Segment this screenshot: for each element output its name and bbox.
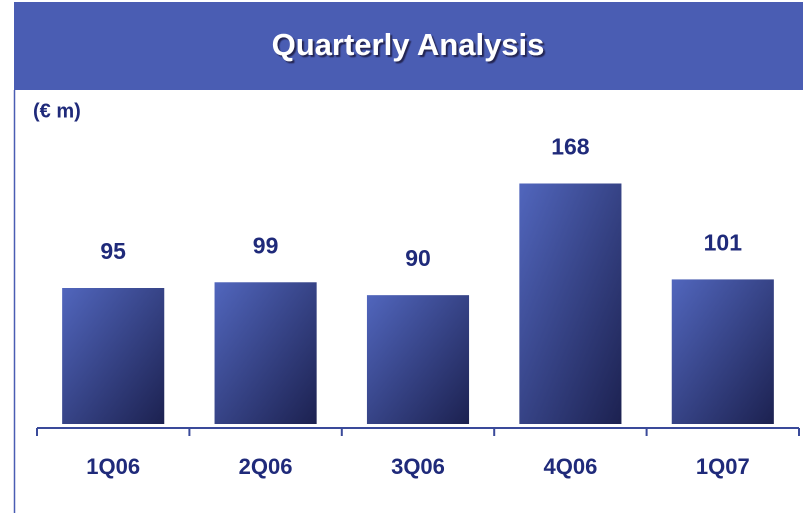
value-label: 95 bbox=[100, 238, 126, 264]
x-tick-label: 2Q06 bbox=[239, 454, 293, 479]
bar bbox=[519, 183, 622, 424]
bar bbox=[671, 279, 774, 424]
unit-label: (€ m) bbox=[33, 100, 81, 122]
x-tick-label: 3Q06 bbox=[391, 454, 445, 479]
bar bbox=[366, 295, 470, 424]
value-label: 90 bbox=[405, 245, 431, 271]
value-label: 99 bbox=[253, 232, 279, 258]
value-label: 168 bbox=[551, 134, 590, 160]
bar bbox=[214, 282, 317, 424]
chart-title: Quarterly Analysis bbox=[272, 27, 545, 62]
header-band bbox=[14, 2, 803, 90]
x-tick-label: 1Q07 bbox=[696, 454, 750, 479]
value-label: 101 bbox=[704, 229, 743, 255]
x-tick-label: 1Q06 bbox=[86, 454, 140, 479]
x-tick-label: 4Q06 bbox=[543, 454, 597, 479]
bar bbox=[62, 288, 165, 424]
